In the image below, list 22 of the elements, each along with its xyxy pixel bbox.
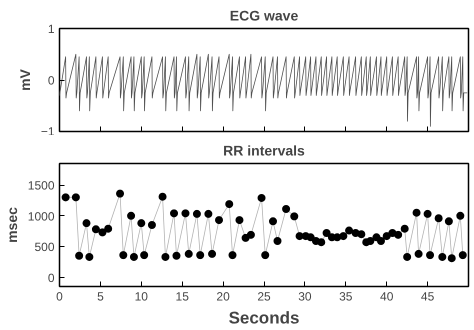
x-tick-label: 40: [380, 290, 394, 304]
x-axis-title: Seconds: [228, 308, 300, 328]
y-tick-label: 0: [48, 270, 55, 285]
y-tick-label: 500: [34, 240, 55, 254]
chart-title: RR intervals: [223, 142, 306, 158]
x-tick-label: 35: [339, 290, 353, 304]
y-tick-label: 1000: [28, 209, 55, 224]
x-tick-label: 15: [176, 290, 190, 304]
x-tick-label: 0: [56, 290, 64, 304]
x-tick-label: 30: [298, 290, 312, 304]
y-tick-label: 1: [48, 22, 55, 36]
y-axis-title: mV: [16, 68, 33, 91]
y-tick-label: 0: [48, 74, 55, 88]
chart-title: ECG wave: [230, 8, 298, 24]
x-tick-label: 45: [420, 290, 435, 304]
x-tick-label: 10: [134, 290, 148, 304]
y-axis-title: msec: [4, 206, 20, 243]
x-tick-label: 5: [97, 290, 104, 304]
y-tick-label: 1500: [28, 178, 55, 193]
x-tick-label: 25: [257, 290, 271, 304]
x-tick-label: 20: [216, 290, 230, 304]
line-series: [60, 54, 468, 127]
